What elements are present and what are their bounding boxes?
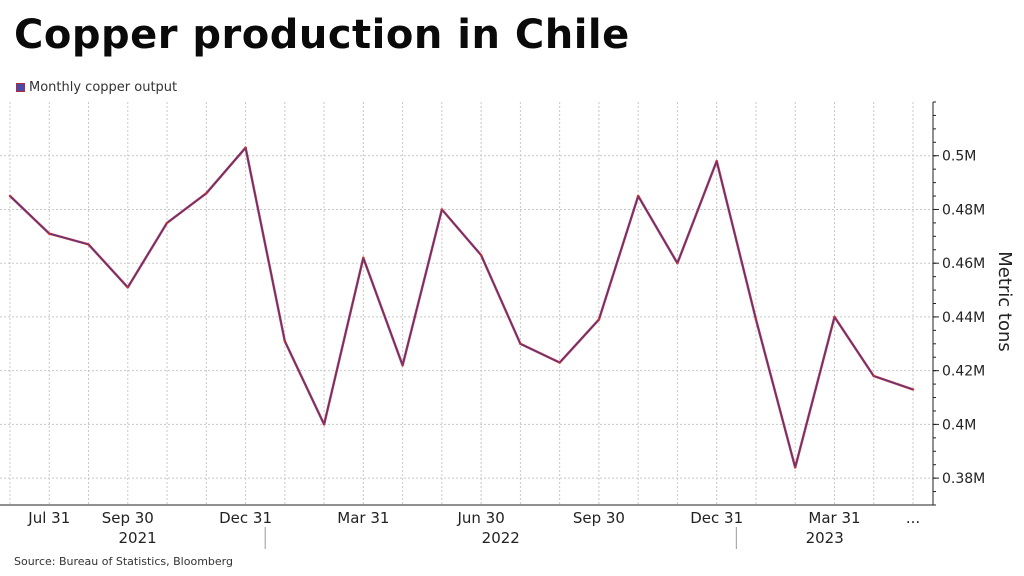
year-label: 2021	[119, 529, 157, 547]
x-tick-label: ...	[906, 509, 920, 527]
data-point	[48, 232, 51, 235]
data-point	[362, 256, 365, 260]
x-tick-label: Dec 31	[690, 509, 743, 527]
data-point	[126, 286, 129, 289]
year-label: 2023	[806, 529, 844, 547]
data-point	[244, 146, 247, 149]
data-point	[833, 315, 836, 319]
data-point	[636, 194, 640, 198]
data-point	[519, 342, 522, 345]
x-tick-label: Sep 30	[573, 509, 625, 527]
data-point	[754, 318, 758, 321]
data-point	[87, 243, 90, 246]
data-point	[165, 221, 169, 225]
x-tick-label: Sep 30	[102, 509, 154, 527]
legend-swatch	[16, 83, 25, 92]
legend-label: Monthly copper output	[29, 80, 178, 95]
y-tick-label: 0.5M	[942, 149, 976, 165]
data-point	[558, 361, 561, 364]
data-point	[676, 262, 679, 265]
year-label: 2022	[482, 529, 520, 547]
y-tick-label: 0.38M	[942, 471, 985, 487]
data-point	[8, 194, 12, 198]
data-point	[597, 318, 601, 321]
y-tick-label: 0.4M	[942, 417, 976, 433]
chart-legend: Monthly copper output	[16, 80, 177, 95]
y-tick-label: 0.46M	[942, 256, 985, 272]
data-point	[479, 253, 483, 257]
x-tick-label: Jul 31	[27, 509, 70, 527]
data-point	[872, 374, 875, 378]
x-tick-label: Mar 31	[337, 509, 389, 527]
series-line-outline	[9, 146, 914, 469]
data-point	[715, 159, 718, 163]
chart-title: Copper production in Chile	[14, 12, 630, 58]
data-point	[401, 364, 404, 367]
data-point	[440, 208, 444, 211]
data-point	[911, 388, 915, 391]
series-line	[9, 147, 914, 468]
data-point	[283, 339, 287, 343]
y-tick-label: 0.48M	[942, 202, 985, 218]
y-axis-title: Metric tons	[994, 251, 1015, 352]
x-tick-label: Jun 30	[456, 509, 504, 527]
source-note: Source: Bureau of Statistics, Bloomberg	[14, 555, 233, 568]
data-point	[794, 466, 797, 469]
y-tick-label: 0.42M	[942, 364, 985, 380]
x-tick-label: Mar 31	[808, 509, 860, 527]
x-tick-label: Dec 31	[219, 509, 272, 527]
data-point	[322, 423, 326, 426]
y-tick-label: 0.44M	[942, 310, 985, 326]
data-point	[205, 192, 208, 195]
